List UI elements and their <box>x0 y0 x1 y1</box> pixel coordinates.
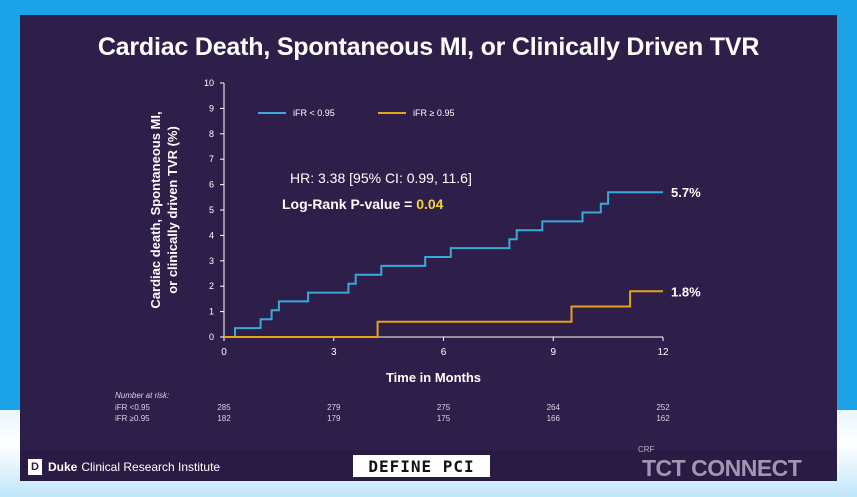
risk-value: 279 <box>327 403 341 412</box>
y-tick-label: 9 <box>209 103 214 113</box>
end-label-series-1: 5.7% <box>671 185 701 200</box>
y-axis-title-line: Cardiac death, Spontaneous MI, <box>148 111 163 308</box>
risk-value: 275 <box>437 403 451 412</box>
hr-annotation: HR: 3.38 [95% CI: 0.99, 11.6] <box>290 170 472 186</box>
risk-value: 252 <box>656 403 670 412</box>
y-tick-label: 7 <box>209 154 214 164</box>
logrank-annotation: Log-Rank P-value = 0.04 <box>282 196 444 212</box>
y-tick-label: 10 <box>204 78 214 88</box>
risk-value: 175 <box>437 414 451 423</box>
logrank-value: 0.04 <box>416 196 443 212</box>
legend-label: iFR ≥ 0.95 <box>413 108 454 118</box>
y-axis-title: Cardiac death, Spontaneous MI, or clinica… <box>148 111 180 308</box>
logrank-prefix: Log-Rank P-value = <box>282 196 416 212</box>
km-curve-series-1 <box>224 191 663 338</box>
define-pci-logo: DEFINE PCI <box>353 455 490 477</box>
risk-row-label: iFR ≥0.95 <box>115 414 150 423</box>
duke-institute-name: Clinical Research Institute <box>81 460 221 474</box>
y-tick-label: 2 <box>209 281 214 291</box>
duke-institute: D Duke Clinical Research Institute <box>28 458 220 476</box>
x-tick-label: 9 <box>550 347 556 358</box>
risk-value: 264 <box>547 403 561 412</box>
tct-connect-logo: TCT CONNECT <box>642 455 802 481</box>
duke-logo-icon: D <box>28 459 42 475</box>
duke-name: Duke <box>48 460 78 474</box>
end-label-series-2: 1.8% <box>671 284 701 299</box>
y-tick-label: 0 <box>209 332 214 342</box>
risk-value: 179 <box>327 414 341 423</box>
risk-value: 166 <box>547 414 561 423</box>
legend-label: iFR < 0.95 <box>293 108 335 118</box>
slide: Cardiac Death, Spontaneous MI, or Clinic… <box>20 15 837 481</box>
x-tick-label: 12 <box>657 347 669 358</box>
y-tick-label: 6 <box>209 180 214 190</box>
risk-value: 162 <box>656 414 670 423</box>
y-tick-label: 4 <box>209 230 214 240</box>
risk-value: 182 <box>217 414 231 423</box>
x-tick-label: 6 <box>441 347 447 358</box>
x-tick-label: 3 <box>331 347 337 358</box>
risk-row-label: iFR <0.95 <box>115 403 150 412</box>
y-tick-label: 3 <box>209 256 214 266</box>
x-axis-title: Time in Months <box>386 370 481 385</box>
x-tick-label: 0 <box>221 347 227 358</box>
y-tick-label: 5 <box>209 205 214 215</box>
y-tick-label: 8 <box>209 129 214 139</box>
y-tick-label: 1 <box>209 307 214 317</box>
crf-logo: CRF <box>638 445 655 454</box>
risk-table-header: Number at risk: <box>115 391 169 400</box>
km-curve-series-2 <box>224 290 663 338</box>
y-axis-title-line: or clinically driven TVR (%) <box>165 126 180 294</box>
slide-title: Cardiac Death, Spontaneous MI, or Clinic… <box>97 33 760 61</box>
risk-value: 285 <box>217 403 231 412</box>
